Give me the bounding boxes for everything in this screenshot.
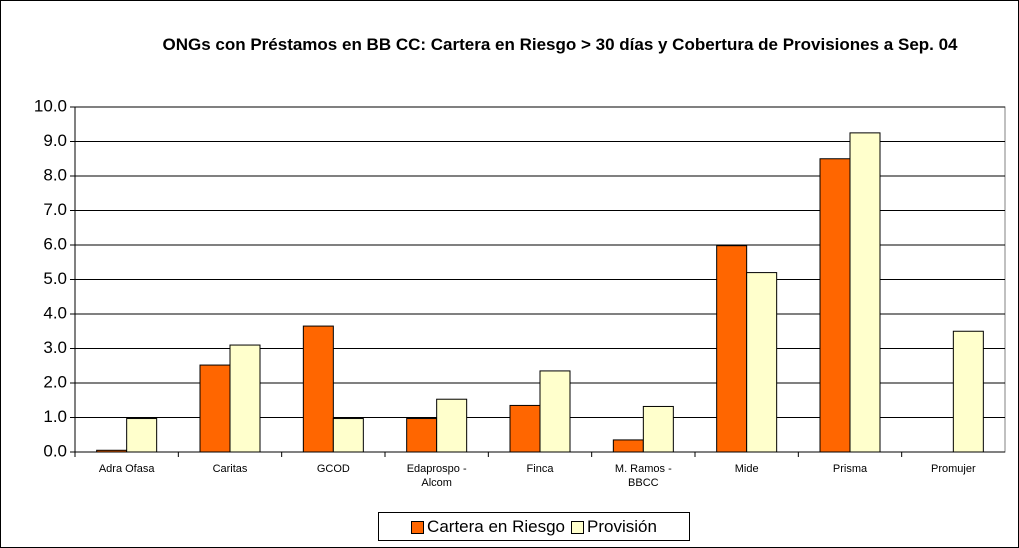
bar: [406, 418, 438, 453]
bar: [642, 405, 674, 453]
x-tick-label: Mide: [734, 463, 759, 475]
bar: [952, 330, 984, 453]
y-tick-label: 0.0: [43, 441, 67, 460]
bar: [819, 158, 851, 453]
y-tick-label: 2.0: [43, 372, 67, 391]
y-tick-label: 9.0: [43, 131, 67, 150]
x-tick-label: Edaprospo - Alcom: [406, 463, 467, 489]
bar: [746, 272, 778, 453]
x-tick-label: Caritas: [212, 463, 248, 475]
bar: [199, 364, 231, 453]
y-tick-label: 3.0: [43, 338, 67, 357]
bar: [332, 418, 364, 453]
y-tick-label: 5.0: [43, 269, 67, 288]
y-tick-label: 6.0: [43, 234, 67, 253]
y-tick-label: 1.0: [43, 407, 67, 426]
legend: Cartera en Riesgo Provisión: [378, 512, 690, 541]
x-tick-label: Finca: [526, 463, 554, 475]
x-tick-label: Prisma: [832, 463, 868, 475]
y-tick-label: 8.0: [43, 165, 67, 184]
legend-swatch: [411, 520, 425, 534]
legend-item: Provisión: [571, 517, 657, 537]
x-tick-label: Adra Ofasa: [98, 463, 155, 475]
legend-item: Cartera en Riesgo: [411, 517, 565, 537]
bar: [849, 132, 881, 453]
chart-title: ONGs con Préstamos en BB CC: Cartera en …: [162, 35, 958, 54]
bar: [612, 439, 644, 453]
y-tick-label: 4.0: [43, 303, 67, 322]
x-tick-label: GCOD: [316, 463, 350, 475]
bar: [302, 325, 334, 453]
bar: [539, 370, 571, 453]
y-tick-label: 7.0: [43, 200, 67, 219]
bar: [509, 404, 541, 453]
legend-swatch: [571, 520, 585, 534]
legend-label: Cartera en Riesgo: [427, 516, 566, 536]
x-tick-label: M. Ramos - BBCC: [614, 463, 672, 489]
y-tick-label: 10.0: [34, 96, 67, 115]
x-tick-label: Promujer: [931, 463, 976, 475]
bar: [229, 344, 261, 453]
legend-label: Provisión: [587, 516, 657, 536]
bar: [716, 245, 748, 453]
bar: [436, 398, 468, 453]
bar: [126, 418, 158, 453]
